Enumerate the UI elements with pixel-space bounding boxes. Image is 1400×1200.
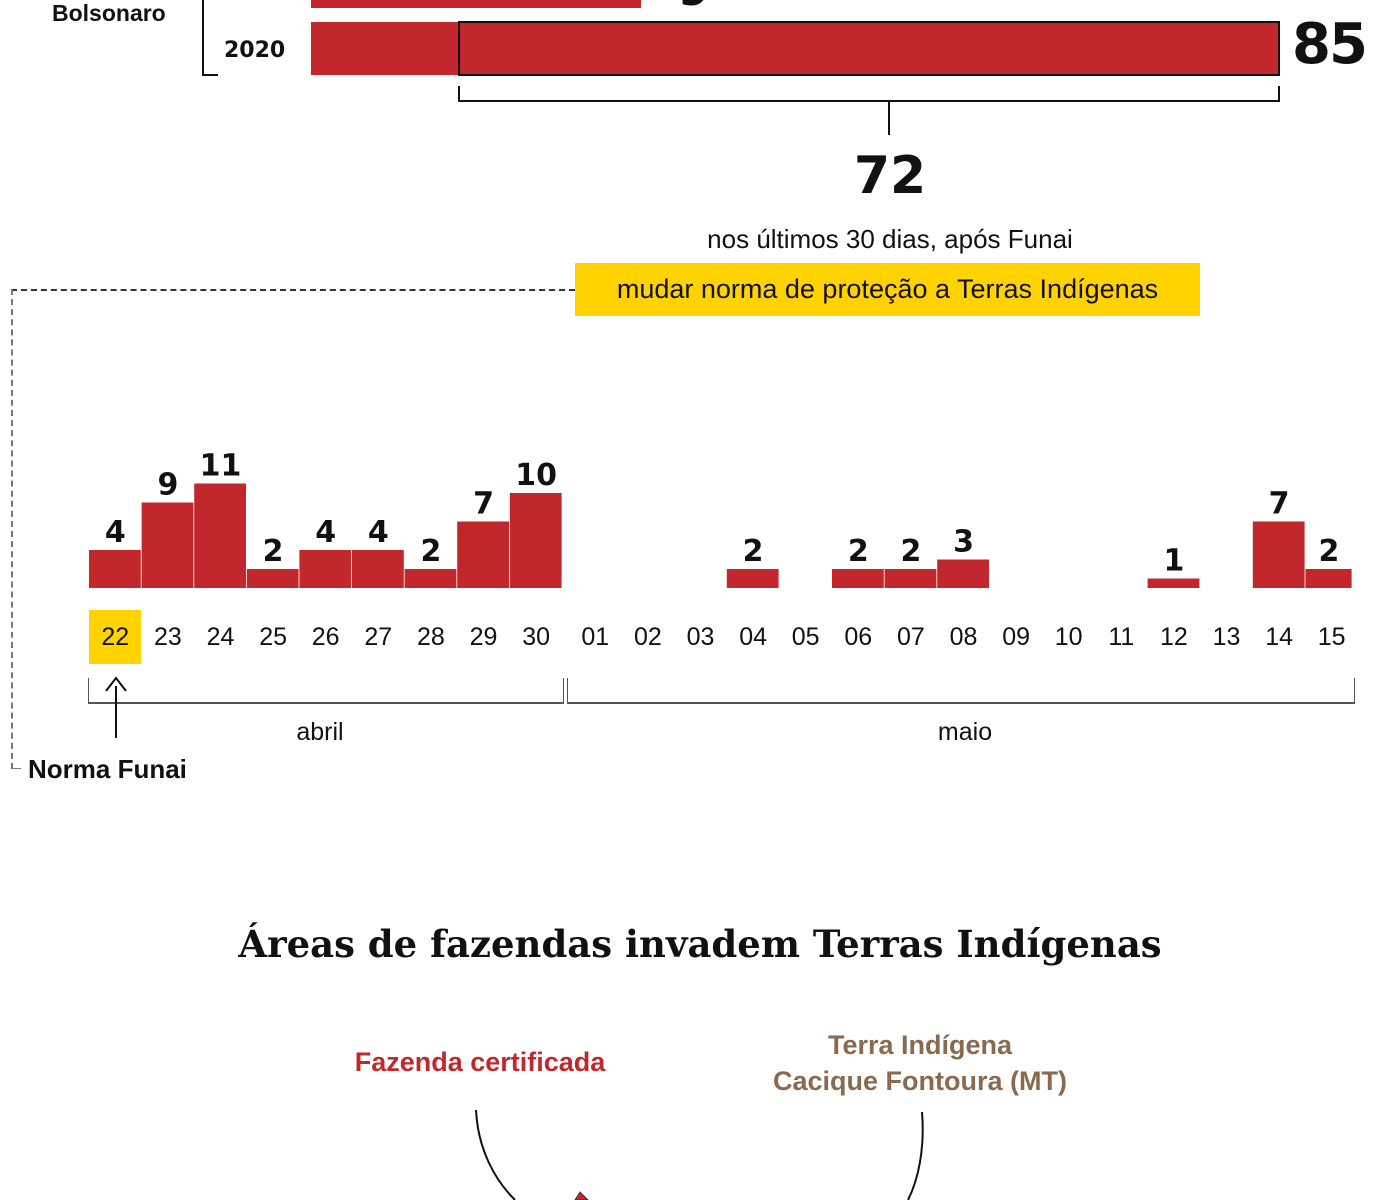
bar-24 <box>194 483 246 588</box>
day-tick-label: 26 <box>312 623 340 651</box>
day-tick-label: 10 <box>1055 623 1083 651</box>
bar-25 <box>246 569 299 588</box>
bar-23 <box>141 502 194 588</box>
bar-30 <box>509 493 562 588</box>
norma-funai-label: Norma Funai <box>28 754 187 784</box>
terra-indigena-label-line2: Cacique Fontoura (MT) <box>773 1066 1067 1096</box>
dashed-connector-vertical <box>11 289 13 769</box>
dashed-connector-end <box>11 768 21 769</box>
bar-value-label: 2 <box>420 534 441 569</box>
bar-value-label: 2 <box>848 534 869 569</box>
bar-2020 <box>311 22 459 75</box>
day-tick-label: 06 <box>844 623 872 651</box>
group-label-bolsonaro: Bolsonaro <box>52 0 166 26</box>
arrow-head-icon <box>105 676 127 692</box>
previous-year-bar <box>311 0 641 8</box>
arrow-up-icon <box>115 686 117 738</box>
day-tick-label: 05 <box>792 623 820 651</box>
highlighted-day-background <box>89 610 141 664</box>
bar-value-label: 4 <box>105 515 126 550</box>
section-title: Áreas de fazendas invadem Terras Indígen… <box>238 922 1162 966</box>
bar-value-label: 2 <box>900 534 921 569</box>
day-tick-label: 02 <box>634 623 662 651</box>
bar-value-label: 2 <box>1318 534 1339 569</box>
day-tick-label: 09 <box>1002 623 1030 651</box>
label-pointer-lines <box>475 1109 924 1200</box>
day-tick-label: 07 <box>897 623 925 651</box>
bar-value-label: 4 <box>368 515 389 550</box>
day-tick-label: 04 <box>739 623 767 651</box>
day-tick-label: 03 <box>687 623 715 651</box>
day-tick-label: 14 <box>1265 623 1293 651</box>
day-tick-label: 25 <box>259 623 287 651</box>
bar-2020-highlighted-segment <box>458 21 1280 76</box>
day-tick-label: 24 <box>207 623 235 651</box>
total-2020-value: 85 <box>1292 12 1368 77</box>
bar-29 <box>457 521 509 588</box>
bar-12 <box>1147 578 1200 588</box>
previous-year-total-cropped: 9 <box>678 0 710 16</box>
highlight-bracket <box>458 86 1280 102</box>
month-label-abril: abril <box>296 718 344 746</box>
highlight-bracket-stem <box>888 102 890 135</box>
day-tick-label: 08 <box>950 623 978 651</box>
bar-value-label: 2 <box>263 534 284 569</box>
bar-26 <box>299 550 352 588</box>
bar-value-label: 2 <box>743 534 764 569</box>
terra-indigena-label: Terra Indígena Cacique Fontoura (MT) <box>720 1027 1120 1099</box>
bar-08 <box>937 559 989 588</box>
bar-value-label: 3 <box>953 525 974 560</box>
day-tick-label: 01 <box>581 623 609 651</box>
bar-06 <box>832 569 884 588</box>
day-tick-label: 23 <box>154 623 182 651</box>
bar-04 <box>726 569 779 588</box>
bar-28 <box>404 569 457 588</box>
fazenda-label: Fazenda certificada <box>354 1047 606 1077</box>
bar-22 <box>89 550 141 588</box>
bar-value-label: 4 <box>315 515 336 550</box>
annotation-caption: nos últimos 30 dias, após Funai <box>707 224 1073 254</box>
day-tick-label: 13 <box>1213 623 1241 651</box>
bar-value-label: 7 <box>473 487 494 522</box>
day-tick-label: 22 <box>101 623 129 651</box>
bar-14 <box>1252 521 1305 588</box>
fazenda-pointer-line <box>475 1109 516 1200</box>
terra-indigena-label-line1: Terra Indígena <box>827 1030 1013 1060</box>
day-tick-label: 11 <box>1108 623 1134 651</box>
annotation-highlight-caption: mudar norma de proteção a Terras Indígen… <box>575 263 1200 316</box>
highlight-value: 72 <box>853 146 927 206</box>
bar-15 <box>1305 569 1352 588</box>
day-tick-label: 15 <box>1318 623 1346 651</box>
bar-value-label: 10 <box>515 458 557 493</box>
day-tick-label: 27 <box>364 623 392 651</box>
bar-07 <box>884 569 937 588</box>
day-tick-label: 12 <box>1160 623 1188 651</box>
terra-pointer-line <box>907 1111 924 1200</box>
bar-value-label: 11 <box>200 449 242 484</box>
bar-27 <box>352 550 404 588</box>
group-bracket <box>202 0 218 76</box>
month-bracket-abril <box>88 678 564 704</box>
day-tick-label: 28 <box>417 623 445 651</box>
month-label-maio: maio <box>937 718 993 746</box>
bar-value-label: 7 <box>1269 487 1290 522</box>
day-tick-label: 29 <box>470 623 498 651</box>
map-shape-fragment <box>574 1191 589 1200</box>
month-bracket-maio <box>567 678 1355 704</box>
year-label-2020: 2020 <box>224 38 286 63</box>
bar-value-label: 1 <box>1163 544 1184 579</box>
dashed-connector-horizontal <box>11 289 575 291</box>
bar-value-label: 9 <box>157 468 178 503</box>
day-tick-label: 30 <box>522 623 550 651</box>
